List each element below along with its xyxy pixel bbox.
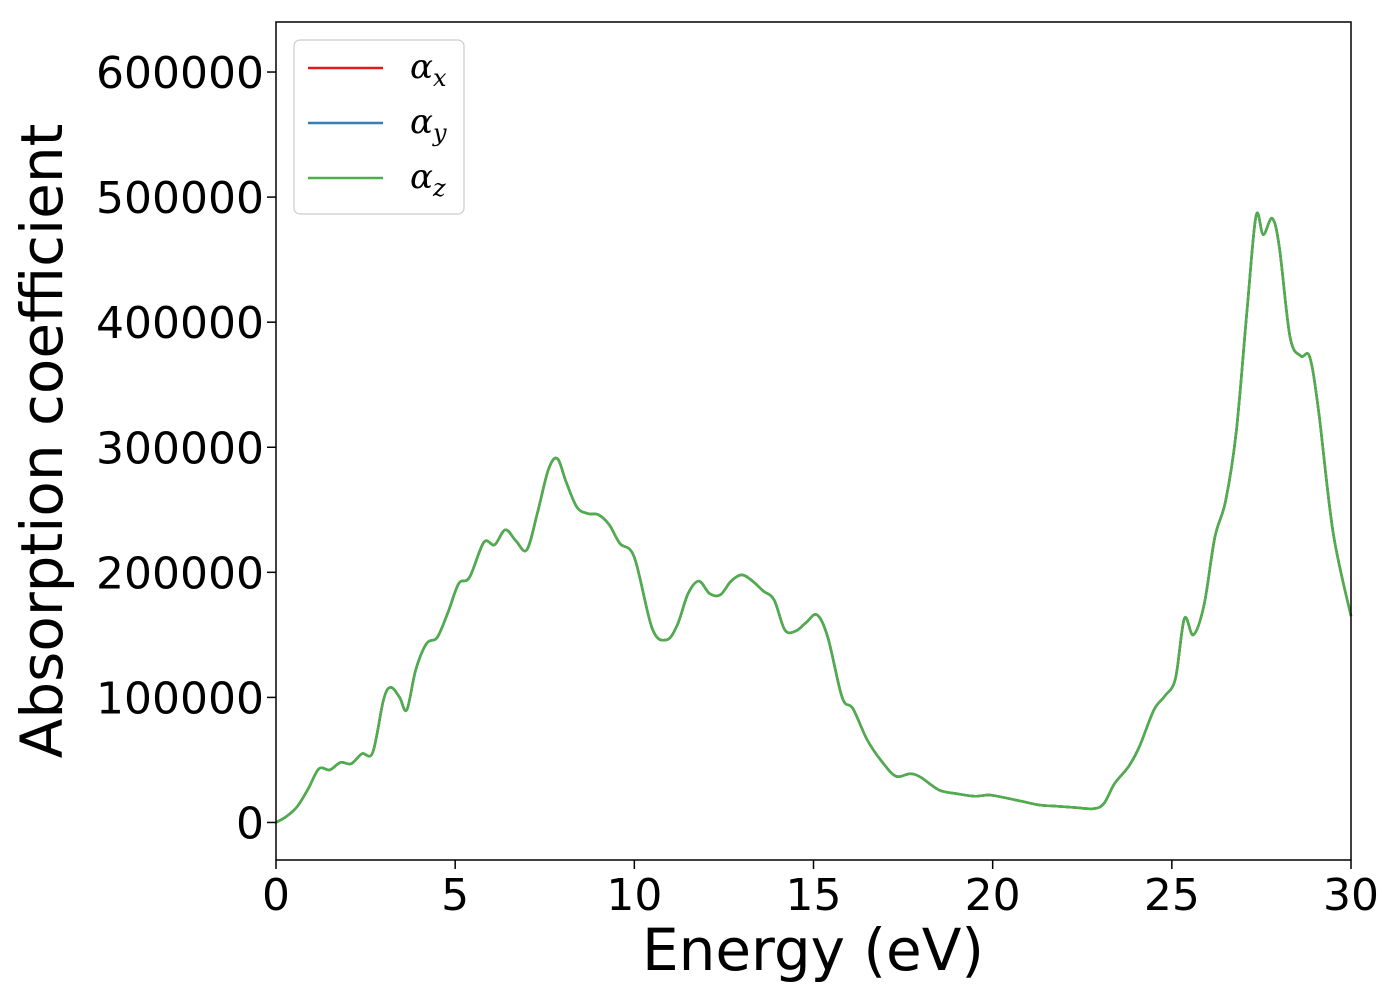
legend-box xyxy=(293,39,465,215)
x-tick-label: 5 xyxy=(441,870,469,921)
x-tick-label: 25 xyxy=(1144,870,1200,921)
y-tick-label: 400000 xyxy=(96,298,264,349)
x-tick-label: 30 xyxy=(1323,870,1379,921)
x-axis-title: Energy (eV) xyxy=(642,916,984,984)
x-axis-ticks: 0 5 10 15 20 25 30 xyxy=(262,860,1379,921)
y-axis-ticks: 0 100000 200000 300000 400000 500000 600000 xyxy=(96,48,276,849)
y-tick-label: 300000 xyxy=(96,423,264,474)
y-tick-label: 200000 xyxy=(96,548,264,599)
x-tick-label: 20 xyxy=(965,870,1021,921)
y-tick-label: 600000 xyxy=(96,48,264,99)
y-tick-label: 0 xyxy=(236,798,264,849)
x-tick-label: 15 xyxy=(786,870,842,921)
x-tick-label: 10 xyxy=(606,870,662,921)
y-tick-label: 100000 xyxy=(96,673,264,724)
plot-lines xyxy=(275,211,1353,824)
x-tick-label: 0 xyxy=(262,870,290,921)
y-tick-label: 500000 xyxy=(96,173,264,224)
y-axis-title: Absorption coefficient xyxy=(8,124,76,759)
series-line-z xyxy=(275,211,1353,824)
